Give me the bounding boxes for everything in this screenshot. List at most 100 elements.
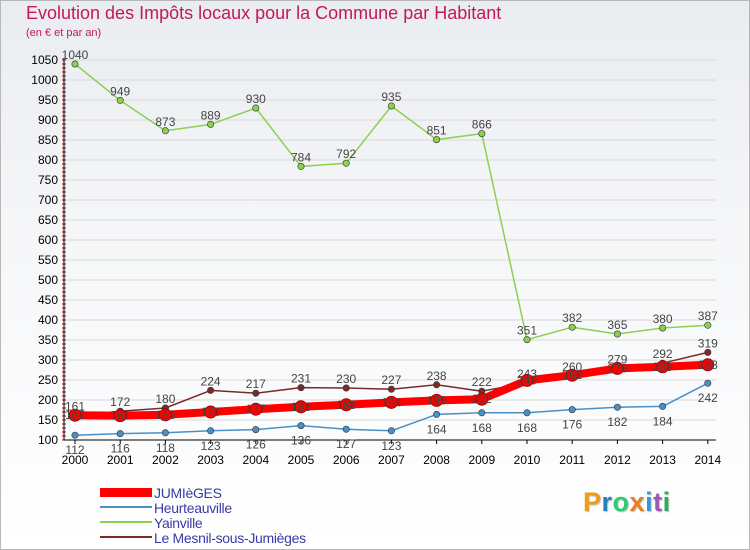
y-tick-label: 100 — [38, 433, 58, 447]
data-point — [659, 402, 667, 410]
data-label: 873 — [155, 115, 175, 129]
data-point — [297, 422, 305, 430]
data-label: 930 — [246, 92, 266, 106]
x-tick-label: 2012 — [604, 453, 631, 467]
data-label: 116 — [111, 442, 130, 456]
x-tick-label: 2003 — [197, 453, 224, 467]
y-tick-label: 850 — [38, 133, 58, 147]
data-point — [613, 330, 621, 338]
series-1 — [71, 379, 712, 439]
series-0 — [68, 358, 715, 423]
data-label: 365 — [607, 318, 627, 332]
y-tick-label: 750 — [38, 173, 58, 187]
data-point — [116, 430, 124, 438]
data-label: 177 — [246, 402, 266, 416]
data-point — [433, 136, 441, 144]
data-point — [613, 403, 621, 411]
data-label: 217 — [246, 377, 266, 391]
data-point — [204, 405, 218, 419]
data-point — [659, 324, 667, 332]
x-tick-label: 2006 — [333, 453, 360, 467]
data-label: 935 — [381, 90, 401, 104]
data-label: 123 — [381, 439, 401, 453]
data-label: 182 — [607, 415, 627, 429]
data-label: 172 — [110, 395, 130, 409]
data-label: 292 — [653, 347, 673, 361]
data-point — [475, 392, 489, 406]
logo-letter: o — [612, 487, 630, 517]
data-point — [71, 60, 79, 68]
data-point — [568, 323, 576, 331]
x-tick-label: 2004 — [242, 453, 269, 467]
data-point — [433, 410, 441, 418]
chart-subtitle: (en € et par an) — [26, 27, 102, 39]
y-tick-label: 1000 — [31, 73, 58, 87]
data-label: 784 — [291, 150, 311, 164]
data-label: 126 — [246, 438, 266, 452]
data-point — [71, 431, 79, 439]
data-point — [387, 427, 395, 435]
data-point — [701, 358, 715, 372]
x-tick-label: 2000 — [62, 453, 89, 467]
x-tick-label: 2010 — [514, 453, 541, 467]
x-tick-label: 2013 — [649, 453, 676, 467]
data-label: 351 — [517, 324, 537, 338]
data-label: 262 — [562, 368, 582, 382]
legend-swatch — [100, 487, 152, 497]
data-point — [158, 408, 172, 422]
data-label: 242 — [698, 391, 718, 405]
data-label: 222 — [472, 375, 492, 389]
data-label: 183 — [291, 400, 311, 414]
data-point — [430, 393, 444, 407]
logo-letter: x — [629, 487, 646, 517]
data-point — [610, 361, 624, 375]
data-point — [252, 389, 260, 397]
legend-label: Heurteauville — [154, 500, 232, 516]
y-tick-label: 300 — [38, 353, 58, 367]
y-tick-label: 1050 — [31, 53, 58, 67]
data-point — [656, 360, 670, 374]
legend-label: JUMIèGES — [154, 485, 222, 501]
data-label: 279 — [607, 361, 627, 375]
data-label: 161 — [65, 400, 85, 414]
x-tick-label: 2002 — [152, 453, 179, 467]
data-label: 112 — [65, 443, 84, 457]
data-label: 127 — [336, 437, 356, 451]
data-point — [252, 104, 260, 112]
data-label: 319 — [698, 336, 718, 350]
data-label: 230 — [336, 372, 356, 386]
data-label: 279 — [607, 352, 627, 366]
y-tick-label: 250 — [38, 373, 58, 387]
y-tick-label: 450 — [38, 293, 58, 307]
y-tick-label: 500 — [38, 273, 58, 287]
data-label: 380 — [653, 312, 673, 326]
logo-letter: i — [645, 487, 654, 517]
data-point — [116, 96, 124, 104]
data-point — [568, 406, 576, 414]
data-point — [294, 400, 308, 414]
data-point — [342, 384, 350, 392]
logo-letter: P — [583, 487, 602, 517]
data-label: 249 — [517, 373, 537, 387]
data-point — [113, 409, 127, 423]
data-point — [523, 409, 531, 417]
data-label: 184 — [653, 414, 673, 428]
y-tick-label: 800 — [38, 153, 58, 167]
data-label: 199 — [427, 393, 447, 407]
data-label: 231 — [291, 372, 311, 386]
data-label: 866 — [472, 118, 492, 132]
x-tick-label: 2005 — [288, 453, 315, 467]
data-point — [161, 429, 169, 437]
x-tick-label: 2007 — [378, 453, 405, 467]
data-label: 136 — [291, 434, 311, 448]
data-point — [342, 159, 350, 167]
data-label: 792 — [336, 147, 356, 161]
y-tick-label: 900 — [38, 113, 58, 127]
data-label: 170 — [201, 405, 221, 419]
chart-title: Evolution des Impôts locaux pour la Comm… — [26, 3, 502, 23]
data-point — [565, 368, 579, 382]
data-point — [342, 425, 350, 433]
data-label: 161 — [110, 409, 130, 423]
legend-label: Yainville — [154, 515, 203, 531]
